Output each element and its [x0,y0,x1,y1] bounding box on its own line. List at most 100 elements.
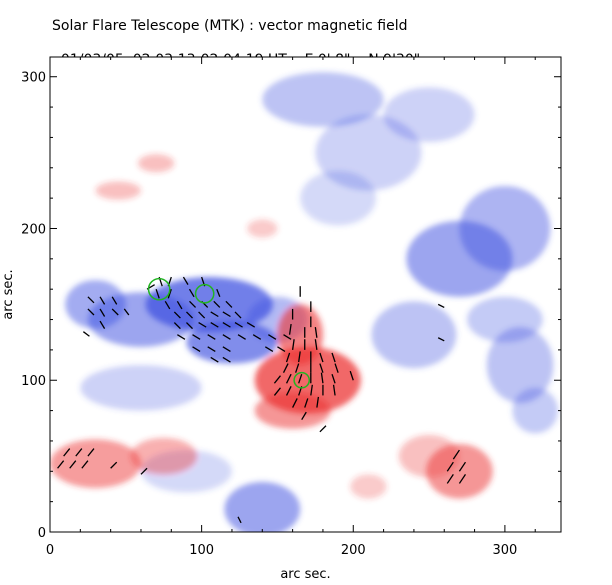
field-vector [210,311,219,318]
field-vector [285,352,291,363]
field-vector [301,411,307,421]
field-vector [437,303,445,308]
field-vector [246,322,256,328]
positive-polarity-region [277,304,323,366]
positive-polarity-region [247,219,278,238]
negative-polarity-region [486,327,554,404]
chart-title: Solar Flare Telescope (MTK) : vector mag… [52,18,408,34]
field-vector [207,346,216,352]
field-vector [237,516,242,524]
negative-polarity-region [65,280,126,329]
field-vector [75,448,83,457]
field-vector [177,334,186,340]
field-vector [268,334,277,340]
field-vector [295,363,300,373]
x-tick-label: 300 [492,543,517,558]
field-vector [87,448,95,457]
negative-polarity-region [300,170,377,226]
field-vector [316,396,320,408]
field-vector [167,288,172,299]
field-vector [81,460,89,469]
field-vector [452,449,460,460]
y-tick-label: 300 [21,71,46,86]
field-vector [173,322,181,330]
positive-polarity-region [137,154,175,173]
positive-polarity-region [95,181,141,200]
field-vector [210,356,219,363]
field-vector [82,331,90,337]
marker-circle [194,283,215,304]
marker-circle [147,277,171,301]
field-vector [207,334,216,340]
field-vector [192,334,201,340]
field-vector [123,308,130,316]
field-vector [319,425,327,433]
field-vector [237,334,246,340]
field-vector [298,351,301,363]
field-vector [319,363,324,373]
field-vector [314,327,318,338]
field-vector [176,300,183,310]
field-vector [198,322,207,328]
field-vector [192,346,201,352]
field-vector [282,363,289,373]
field-vector [298,373,303,384]
axes: 0 100 200 300 0 100 200 300 [21,57,561,558]
negative-polarity-region [80,365,202,411]
negative-polarity-region [512,387,558,434]
field-vector [222,334,231,340]
field-vector [69,460,77,469]
marker-circle [293,371,311,389]
positive-polarity-region [254,392,331,429]
x-tick-label: 200 [341,543,366,558]
field-vector [99,308,106,317]
negative-polarity-region [262,72,384,127]
field-vector [182,276,189,285]
field-vector [111,308,119,316]
field-vector [234,311,242,319]
y-tick-label: 0 [38,526,46,541]
field-vector [57,460,65,469]
field-vector [110,461,118,469]
field-vectors [57,276,467,524]
field-vector [446,473,454,484]
field-vector [291,339,295,350]
field-vector [222,322,231,328]
field-vector [304,398,309,408]
field-vector [458,461,467,472]
field-vector [288,324,292,335]
positive-polarity-region [398,434,460,478]
field-vector [310,384,313,396]
x-tick-label: 0 [46,543,54,558]
negative-polarity-region [459,185,551,271]
polarity-regions [50,72,558,532]
field-vector [222,311,231,318]
y-tick-label: 100 [21,374,46,389]
field-vector [173,311,181,319]
field-vector [319,352,324,363]
field-vector [314,339,318,350]
field-vector [63,448,71,457]
field-vector [222,356,231,363]
field-vector [331,373,336,384]
field-vector [164,300,171,310]
field-vector [111,296,118,305]
field-vector [155,288,160,299]
field-vector [186,311,193,319]
field-vector [334,363,339,373]
field-vector [264,346,274,352]
negative-polarity-region [466,296,543,343]
field-vector [188,288,195,298]
field-vector [222,346,231,352]
positive-polarity-region [50,439,141,488]
positive-polarity-region [130,437,198,475]
field-vector [446,461,454,472]
field-vector [216,288,221,298]
field-vector [234,322,243,328]
field-vector [273,387,281,396]
x-tick-label: 100 [189,543,214,558]
field-vector [213,300,221,308]
field-vector [458,473,467,484]
field-vector [186,322,193,330]
